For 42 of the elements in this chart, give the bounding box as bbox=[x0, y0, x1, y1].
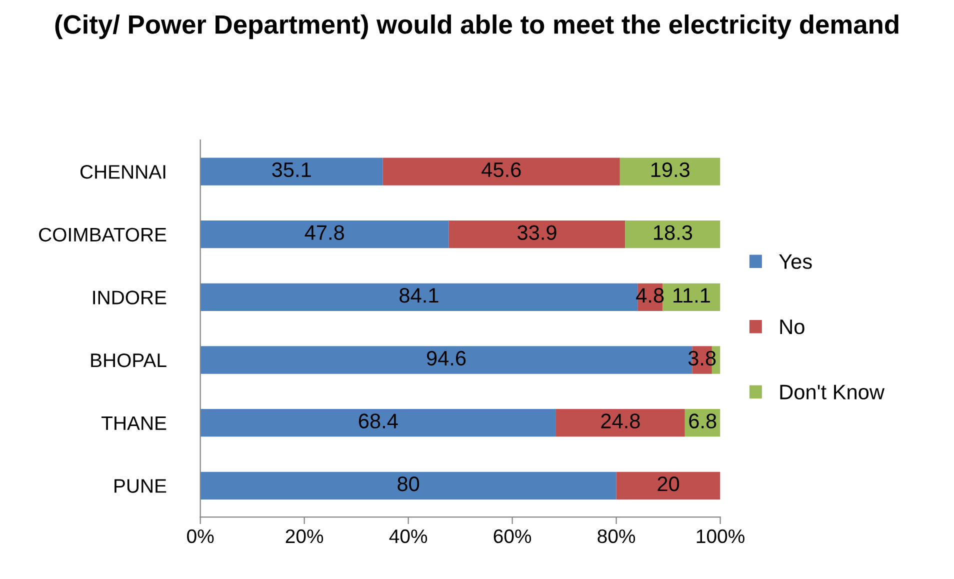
bar bbox=[662, 283, 720, 311]
data-label: 47.8 bbox=[304, 225, 344, 240]
bar bbox=[200, 472, 616, 500]
data-label: 18.3 bbox=[654, 225, 692, 240]
bar bbox=[200, 220, 449, 248]
data-label: 94.6 bbox=[426, 350, 466, 366]
x-tick-label: 40% bbox=[389, 529, 428, 544]
data-label: 6.8 bbox=[689, 414, 716, 428]
x-tick-label: 100% bbox=[696, 529, 744, 544]
bar bbox=[620, 158, 720, 186]
bar bbox=[200, 408, 556, 437]
y-tick-label: THANE bbox=[102, 416, 166, 430]
data-label: 68.4 bbox=[358, 414, 398, 428]
x-tick-label: 80% bbox=[598, 529, 636, 544]
data-label: 11.1 bbox=[674, 288, 710, 303]
x-tick-label: 60% bbox=[494, 529, 532, 544]
data-label: 19.3 bbox=[651, 162, 690, 178]
legend-label: Don't Know bbox=[780, 384, 885, 400]
bar bbox=[200, 158, 383, 186]
chart-title: (City/ Power Department) would able to meet the electricity demand bbox=[55, 14, 898, 40]
bar bbox=[625, 220, 720, 248]
bar bbox=[616, 472, 720, 500]
data-label: 84.1 bbox=[400, 288, 438, 303]
x-tick-label: 20% bbox=[286, 529, 324, 544]
y-tick-label: BHOPAL bbox=[91, 353, 166, 368]
data-label: 45.6 bbox=[482, 162, 521, 178]
x-tick-label: 0% bbox=[187, 529, 214, 544]
data-label: 35.1 bbox=[272, 162, 311, 178]
data-label: 20 bbox=[658, 476, 680, 492]
y-tick-label: PUNE bbox=[114, 479, 166, 493]
bar bbox=[200, 283, 638, 311]
legend-label: No bbox=[780, 320, 804, 334]
bar bbox=[448, 220, 626, 248]
data-label: 33.9 bbox=[518, 225, 556, 240]
data-label: 24.8 bbox=[601, 414, 640, 428]
legend-label: Yes bbox=[779, 254, 812, 269]
y-tick-label: CHENNAI bbox=[80, 164, 166, 179]
data-label: 80 bbox=[398, 476, 420, 492]
y-tick-label: COIMBATORE bbox=[39, 228, 166, 242]
y-tick-label: INDORE bbox=[93, 290, 166, 304]
bar bbox=[382, 158, 620, 186]
bar bbox=[556, 408, 685, 437]
